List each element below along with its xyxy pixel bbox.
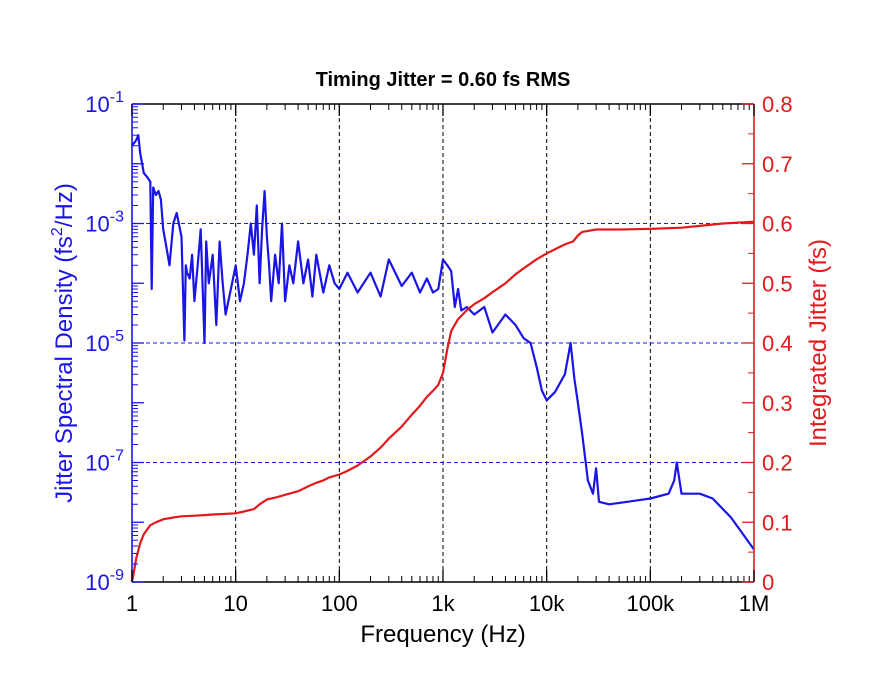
series-layer (130, 134, 755, 583)
grid-lines (132, 104, 754, 582)
y-right-tick-label: 0.2 (762, 451, 793, 476)
y-left-tick-exp: -1 (110, 89, 124, 106)
y-axis-left-label: Jitter Spectral Density (fs2/Hz) (49, 183, 78, 503)
x-tick-label: 10k (529, 591, 565, 616)
y-left-tick-exp: -7 (110, 448, 124, 465)
y-right-tick-label: 0.6 (762, 212, 793, 237)
y-left-tick-base: 10 (85, 570, 109, 595)
y-axis-right-label: Integrated Jitter (fs) (805, 239, 832, 447)
y-right-tick-label: 0.1 (762, 510, 793, 535)
x-axis-label: Frequency (Hz) (360, 621, 525, 648)
y-left-tick-exp: -9 (110, 567, 124, 584)
x-tick-label: 10 (223, 591, 247, 616)
y-right-tick-label: 0.3 (762, 391, 793, 416)
y-left-tick-label: 10-7 (85, 448, 124, 476)
y-left-tick-base: 10 (85, 92, 109, 117)
y-axis-left-label-main: Jitter Spectral Density (fs (51, 236, 78, 503)
x-tick-label: 1k (431, 591, 455, 616)
y-right-tick-label: 0.5 (762, 271, 793, 296)
x-tick-label: 1M (739, 591, 770, 616)
y-right-tick-label: 0.7 (762, 152, 793, 177)
series-line-integrated (130, 220, 755, 583)
y-left-tick-label: 10-5 (85, 328, 124, 356)
series-line-psd (131, 134, 755, 551)
x-tick-label: 100 (321, 591, 358, 616)
y-left-tick-exp: -3 (110, 209, 124, 226)
x-tick-label: 1 (126, 591, 138, 616)
y-right-tick-label: 0.8 (762, 92, 793, 117)
y-right-tick-label: 0 (762, 570, 774, 595)
y-axis-left-label-suffix: /Hz) (51, 183, 78, 227)
y-left-tick-label: 10-1 (85, 89, 124, 117)
y-left-tick-label: 10-3 (85, 209, 124, 237)
y-left-tick-base: 10 (85, 451, 109, 476)
x-tick-label: 100k (626, 591, 675, 616)
chart-title: Timing Jitter = 0.60 fs RMS (316, 69, 571, 91)
y-left-tick-label: 10-9 (85, 567, 124, 595)
y-axis-left-label-sup: 2 (49, 227, 66, 236)
y-right-tick-label: 0.4 (762, 331, 793, 356)
y-left-tick-exp: -5 (110, 328, 124, 345)
y-left-tick-base: 10 (85, 212, 109, 237)
y-left-tick-base: 10 (85, 331, 109, 356)
